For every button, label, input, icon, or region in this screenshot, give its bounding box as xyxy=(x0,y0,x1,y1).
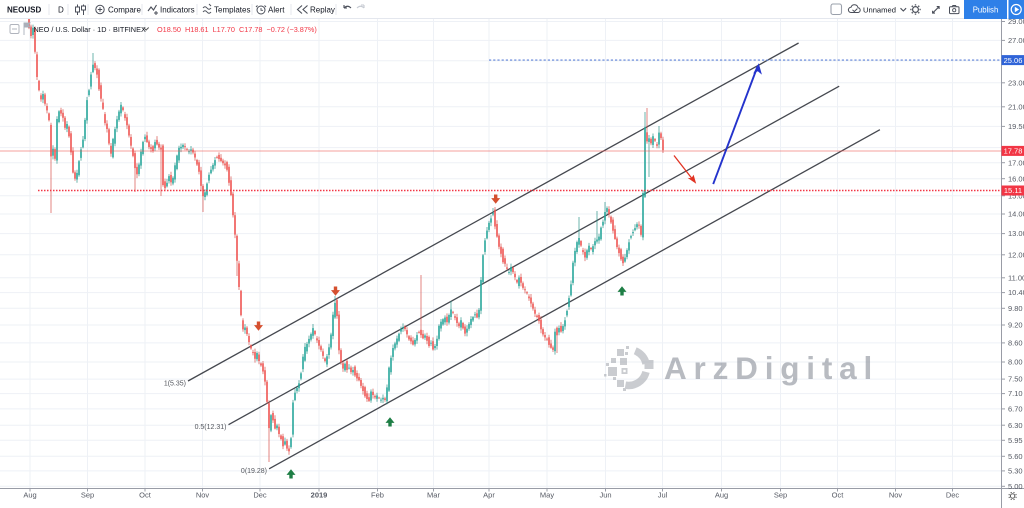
svg-text:12.00: 12.00 xyxy=(1008,250,1024,259)
svg-text:13.00: 13.00 xyxy=(1008,229,1024,238)
svg-text:Aug: Aug xyxy=(715,491,728,500)
svg-text:21.00: 21.00 xyxy=(1008,102,1024,111)
svg-text:Nov: Nov xyxy=(889,491,903,500)
svg-text:Oct: Oct xyxy=(832,491,845,500)
svg-text:8.60: 8.60 xyxy=(1008,339,1023,348)
svg-text:5.00: 5.00 xyxy=(1008,482,1023,491)
svg-text:0.5(12.31): 0.5(12.31) xyxy=(195,424,227,431)
svg-text:6.30: 6.30 xyxy=(1008,421,1023,430)
svg-text:25.06: 25.06 xyxy=(1004,56,1023,65)
svg-text:Unnamed: Unnamed xyxy=(863,5,896,14)
svg-text:Jul: Jul xyxy=(658,491,668,500)
svg-text:Sep: Sep xyxy=(81,491,94,500)
svg-text:9.80: 9.80 xyxy=(1008,304,1023,313)
svg-text:Apr: Apr xyxy=(483,491,495,500)
svg-text:15.00: 15.00 xyxy=(1008,191,1024,200)
svg-text:17.00: 17.00 xyxy=(1008,158,1024,167)
svg-text:ArzDigital: ArzDigital xyxy=(664,350,879,386)
svg-text:Sep: Sep xyxy=(774,491,787,500)
svg-text:5.60: 5.60 xyxy=(1008,452,1023,461)
svg-text:8.00: 8.00 xyxy=(1008,358,1023,367)
svg-text:Compare: Compare xyxy=(108,6,141,15)
svg-text:2019: 2019 xyxy=(311,491,328,500)
svg-text:NEO / U.S. Dollar · 1D · BITFI: NEO / U.S. Dollar · 1D · BITFINEX xyxy=(34,25,146,34)
svg-text:D: D xyxy=(58,6,64,15)
svg-text:Dec: Dec xyxy=(253,491,267,500)
svg-text:Feb: Feb xyxy=(371,491,384,500)
svg-text:27.00: 27.00 xyxy=(1008,36,1024,45)
svg-text:7.10: 7.10 xyxy=(1008,389,1023,398)
svg-text:Aug: Aug xyxy=(23,491,36,500)
svg-text:23.00: 23.00 xyxy=(1008,78,1024,87)
svg-text:Dec: Dec xyxy=(946,491,960,500)
svg-text:NEOUSD: NEOUSD xyxy=(7,6,41,15)
svg-text:11.00: 11.00 xyxy=(1008,273,1024,282)
svg-text:5.30: 5.30 xyxy=(1008,467,1023,476)
svg-text:16.00: 16.00 xyxy=(1008,174,1024,183)
svg-text:1(5.35): 1(5.35) xyxy=(164,381,186,388)
svg-text:Publish: Publish xyxy=(973,6,999,15)
svg-text:O18.50 H18.61 L17.70 C17.78: O18.50 H18.61 L17.70 C17.78 −0.72 (−3.87… xyxy=(157,25,317,34)
svg-text:Replay: Replay xyxy=(310,6,335,15)
svg-text:Nov: Nov xyxy=(196,491,210,500)
svg-text:6.70: 6.70 xyxy=(1008,405,1023,414)
svg-text:Mar: Mar xyxy=(427,491,440,500)
svg-text:19.50: 19.50 xyxy=(1008,122,1024,131)
svg-text:Indicators: Indicators xyxy=(160,6,195,15)
svg-text:17.78: 17.78 xyxy=(1004,147,1023,156)
svg-text:May: May xyxy=(540,491,554,500)
svg-text:5.95: 5.95 xyxy=(1008,436,1023,445)
svg-text:7.50: 7.50 xyxy=(1008,375,1023,384)
svg-text:Templates: Templates xyxy=(214,6,250,15)
svg-text:15.11: 15.11 xyxy=(1004,186,1022,195)
svg-text:10.40: 10.40 xyxy=(1008,288,1024,297)
svg-text:Oct: Oct xyxy=(139,491,152,500)
svg-text:Jun: Jun xyxy=(599,491,611,500)
svg-text:0(19.28): 0(19.28) xyxy=(241,468,267,475)
svg-text:29.00: 29.00 xyxy=(1008,17,1024,26)
svg-text:14.00: 14.00 xyxy=(1008,210,1024,219)
svg-text:9.20: 9.20 xyxy=(1008,321,1023,330)
svg-text:Alert: Alert xyxy=(268,6,285,15)
